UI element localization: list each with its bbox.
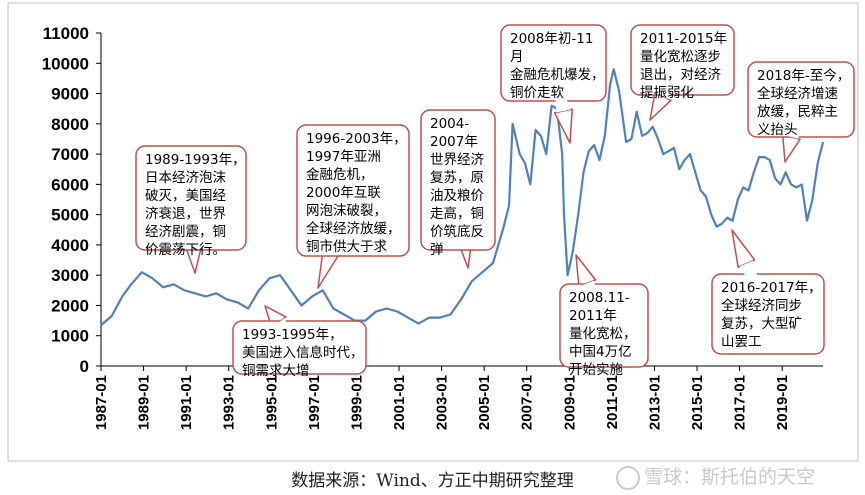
callout-text-line: 2008年初-11: [510, 30, 593, 47]
y-tick-label: 4000: [51, 236, 89, 255]
x-tick-label: 1989-01: [136, 375, 153, 430]
watermark-text: 雪球：斯托伯的天空: [644, 466, 816, 488]
x-tick-label: 2017-01: [732, 375, 749, 430]
copper-price-line: [100, 68, 825, 326]
callout-text-line: 2011年: [569, 308, 617, 324]
callout-text-line: 金融危机爆发，: [510, 67, 605, 83]
x-tick-label: 2007-01: [519, 375, 536, 430]
y-tick-label: 11000: [43, 24, 89, 43]
x-tick-label: 2015-01: [689, 375, 706, 430]
x-tick-label: 1987-01: [93, 375, 110, 430]
callout-text-line: 铜需求大增: [242, 363, 310, 379]
callout-text-line: 破灭，美国经: [145, 188, 226, 204]
x-tick-label: 1993-01: [221, 375, 238, 430]
callout-text-line: 义抬头: [757, 122, 798, 138]
y-tick-label: 3000: [51, 266, 89, 285]
data-source-note: 数据来源：Wind、方正中期研究整理: [291, 471, 574, 491]
watermark: 雪球：斯托伯的天空: [616, 462, 815, 490]
y-tick-label: 8000: [51, 115, 89, 134]
callout-text-line: 量化宽松，: [569, 325, 637, 342]
callout-text-line: 开始实施: [569, 362, 623, 378]
callout-text-line: 济衰退，世界: [145, 205, 226, 222]
callout-text-line: 量化宽松逐步: [640, 48, 721, 65]
x-tick-label: 1999-01: [348, 375, 365, 430]
callout-pointer-mask: [553, 63, 571, 113]
callout-pointer: [731, 229, 756, 268]
callout-text-line: 复苏，原: [430, 169, 484, 186]
y-tick-label: 5000: [51, 206, 89, 225]
callout-text-line: 2018年-至今，: [757, 68, 850, 84]
callout-text-line: 弹: [430, 242, 444, 258]
callout-pointer-mask: [784, 99, 801, 139]
y-tick-label: 10000: [42, 54, 89, 73]
callout-text-line: 2004-: [430, 116, 469, 132]
callout-text-line: 世界经济: [430, 152, 484, 168]
callout-text-line: 中国4万亿: [569, 344, 632, 360]
chart-canvas: 0 1000 2000 3000 4000 5000 6000 7000 8000 9000 100…: [7, 2, 859, 462]
callout-text-line: 2016-2017年，: [721, 280, 822, 296]
callout-text-line: 走高，铜: [430, 205, 484, 222]
callout-pointer-mask: [273, 317, 300, 348]
callout-pointer-mask: [456, 180, 472, 234]
callout-pointer-mask: [325, 190, 353, 252]
y-tick-label: 6000: [51, 175, 89, 194]
callout-text-line: 1997年亚洲: [306, 149, 381, 165]
callout-text-line: 山罢工: [721, 334, 762, 350]
callout-text-line: 价筑底反: [430, 224, 484, 240]
callout-text-line: 复苏，大型矿: [721, 315, 802, 332]
callout-text-line: 网泡沫破裂，: [306, 203, 387, 219]
callout-text-line: 美国进入信息时代，: [242, 344, 364, 361]
x-tick-label: 2005-01: [476, 375, 493, 430]
x-tick-label: 2009-01: [561, 375, 578, 430]
callout-pointer-mask: [186, 198, 201, 244]
callout-text-line: 日本经济泡沫: [145, 170, 226, 186]
y-tick-label: 7000: [51, 145, 89, 164]
callout-text-line: 1989-1993年，: [145, 152, 246, 168]
y-tick-label: 9000: [51, 85, 89, 104]
callout-text-line: 价震荡下行。: [145, 242, 226, 258]
callout-text-line: 铜市供大于求: [306, 238, 387, 255]
callout-text-line: 2011-2015年: [640, 31, 727, 47]
y-tick-label: 2000: [51, 296, 89, 315]
callout-pointer: [781, 134, 801, 163]
x-tick-label: 2003-01: [434, 375, 451, 430]
callout-text-line: 1993-1995年，: [242, 327, 343, 343]
chart-border: [7, 2, 859, 462]
callout-text-line: 油及粮价: [430, 188, 484, 204]
callout-text-line: 铜价走软: [510, 85, 564, 101]
callout-text-line: 2000年互联: [306, 185, 381, 201]
watermark-logo-icon: [616, 465, 640, 490]
x-tick-label: 2001-01: [391, 375, 408, 430]
callout-text-line: 2007年: [430, 134, 478, 150]
callout-pointer: [553, 108, 573, 144]
callout-text-line: 1996-2003年，: [306, 131, 407, 147]
y-tick-label: 0: [80, 357, 89, 376]
x-tick-label: 1995-01: [263, 375, 280, 430]
callout-text-line: 全球经济放缓，: [306, 220, 401, 237]
y-tick-label: 1000: [51, 327, 89, 346]
x-tick-label: 1991-01: [178, 375, 195, 430]
callout-pointer-mask: [580, 280, 604, 326]
callout-text-line: 金融危机，: [306, 167, 374, 183]
callout-text-line: 2008.11-: [569, 290, 630, 306]
x-tick-label: 1997-01: [306, 375, 323, 430]
x-tick-label: 2013-01: [646, 375, 663, 430]
callout-text-line: 退出，对经济: [640, 67, 721, 83]
x-tick-label: 2011-01: [604, 375, 621, 429]
callout-text-line: 月: [510, 49, 524, 65]
callout-text-line: 经济剧震，铜: [145, 224, 226, 240]
callout-text-line: 提振弱化: [640, 85, 694, 101]
callout-text-line: 放缓，民粹主: [757, 104, 838, 120]
x-tick-label: 2019-01: [774, 375, 791, 430]
callout-text-line: 全球经济增速: [757, 85, 838, 102]
callout-pointer-mask: [656, 60, 683, 100]
callout-pointer-mask: [739, 260, 768, 314]
callout-text-line: 全球经济同步: [721, 297, 802, 314]
